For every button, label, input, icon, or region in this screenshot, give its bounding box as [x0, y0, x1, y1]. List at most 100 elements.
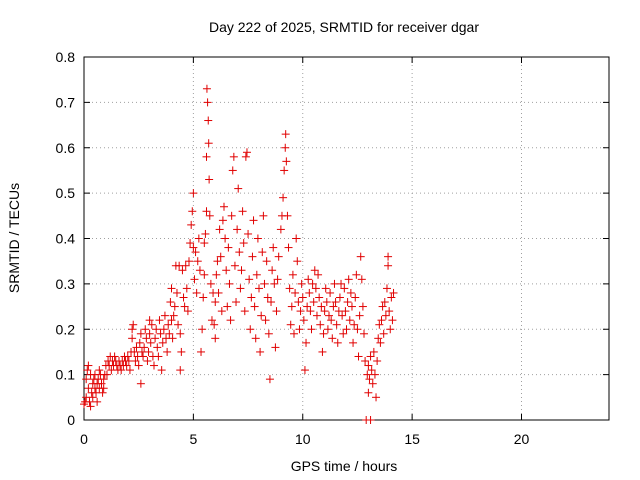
data-point — [82, 375, 91, 384]
data-point — [165, 329, 174, 338]
data-point — [292, 234, 301, 243]
data-point — [357, 275, 366, 284]
data-point — [293, 257, 302, 266]
data-point — [233, 225, 242, 234]
data-point — [356, 252, 365, 261]
data-point — [321, 284, 330, 293]
data-point — [136, 329, 145, 338]
data-point — [191, 248, 200, 257]
data-point — [273, 275, 282, 284]
data-point — [80, 400, 88, 409]
data-point — [286, 320, 295, 329]
data-point — [298, 293, 307, 302]
data-point — [380, 298, 389, 307]
data-point — [344, 275, 353, 284]
data-point — [375, 320, 384, 329]
data-point — [211, 298, 220, 307]
y-axis-label: SRMTID / TECUs — [6, 183, 22, 293]
data-point — [122, 361, 131, 370]
data-point — [281, 143, 290, 152]
data-point — [232, 298, 241, 307]
y-tick-label: 0.2 — [56, 321, 76, 337]
data-point — [339, 329, 348, 338]
data-point — [168, 334, 177, 343]
data-point — [135, 338, 144, 347]
data-point — [142, 334, 151, 343]
data-point — [347, 302, 356, 311]
data-point — [288, 270, 297, 279]
data-point — [226, 316, 235, 325]
data-point — [99, 384, 108, 393]
x-tick-label: 0 — [80, 431, 88, 447]
data-point — [259, 211, 268, 220]
data-point — [304, 275, 313, 284]
data-point — [172, 288, 181, 297]
data-point — [389, 288, 398, 297]
data-point — [88, 393, 97, 402]
data-point — [283, 211, 292, 220]
data-point — [337, 279, 346, 288]
data-point — [212, 270, 221, 279]
data-point — [284, 243, 293, 252]
data-point — [333, 338, 342, 347]
data-point — [179, 293, 188, 302]
data-point — [211, 334, 220, 343]
data-point — [102, 370, 111, 379]
data-point — [151, 334, 160, 343]
data-point — [144, 347, 153, 356]
data-point — [310, 266, 319, 275]
data-point — [268, 266, 277, 275]
data-point — [182, 284, 191, 293]
data-point — [382, 284, 391, 293]
data-point — [125, 366, 134, 375]
data-point — [367, 366, 376, 375]
data-point — [291, 288, 300, 297]
data-point — [181, 261, 190, 270]
data-point — [314, 270, 323, 279]
data-point — [140, 343, 149, 352]
data-point — [279, 193, 288, 202]
data-point — [237, 266, 246, 275]
data-point — [155, 316, 164, 325]
data-point — [198, 325, 207, 334]
data-point — [152, 325, 161, 334]
data-point — [224, 243, 233, 252]
data-point — [290, 329, 298, 338]
data-point — [245, 275, 254, 284]
data-point — [342, 325, 351, 334]
data-point — [240, 307, 249, 316]
data-point — [200, 270, 209, 279]
data-point — [326, 288, 335, 297]
data-point — [270, 279, 279, 288]
data-point — [282, 157, 291, 166]
data-point — [309, 298, 318, 307]
data-point — [218, 216, 227, 225]
data-point — [186, 239, 195, 248]
data-point — [381, 311, 390, 320]
data-point — [341, 307, 350, 316]
data-point — [355, 311, 364, 320]
data-point — [377, 316, 386, 325]
data-point — [263, 293, 272, 302]
data-point — [363, 370, 372, 379]
data-point — [372, 393, 381, 402]
data-point — [167, 284, 176, 293]
data-point — [202, 152, 211, 161]
data-point — [250, 302, 259, 311]
data-point — [316, 320, 325, 329]
data-point — [366, 352, 375, 361]
y-tick-label: 0.8 — [56, 49, 76, 65]
data-point — [93, 397, 102, 406]
data-point — [176, 329, 185, 338]
data-point — [248, 252, 257, 261]
data-point — [141, 325, 150, 334]
data-point — [239, 239, 248, 248]
data-point — [351, 293, 360, 302]
data-point — [255, 284, 263, 293]
grid-lines — [84, 57, 609, 420]
data-point — [274, 252, 283, 261]
data-point — [262, 257, 271, 266]
data-point — [296, 307, 305, 316]
data-point — [258, 248, 267, 257]
data-point — [221, 234, 230, 243]
